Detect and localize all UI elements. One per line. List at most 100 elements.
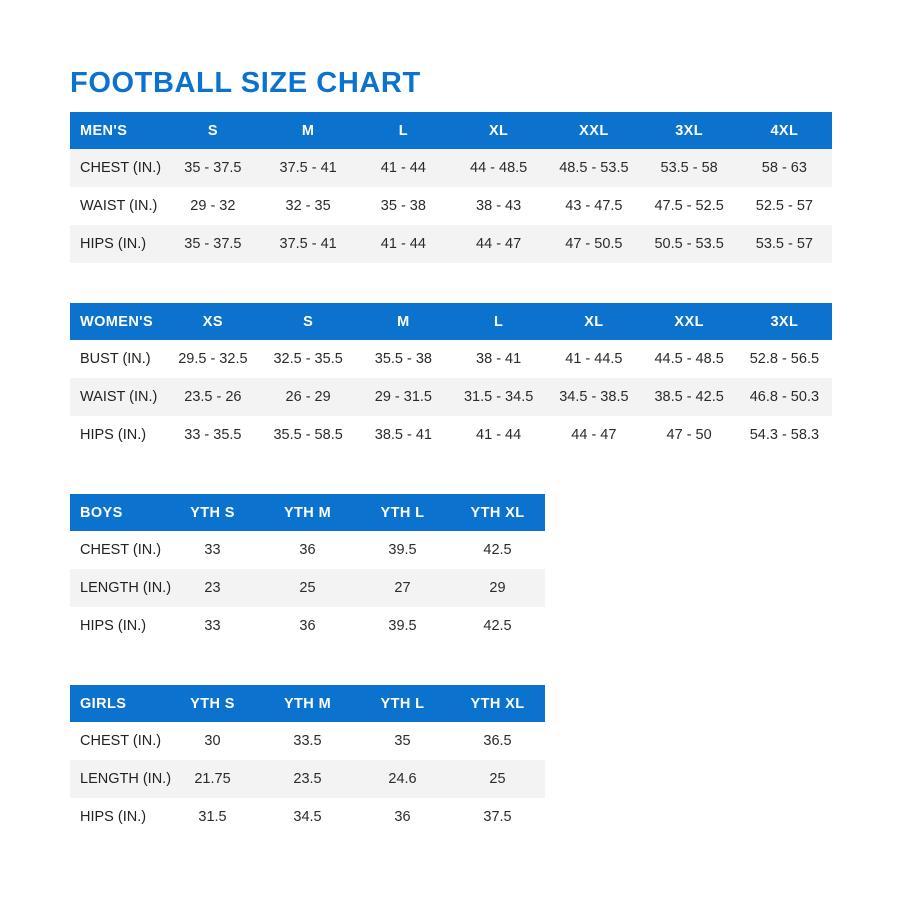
- row-label: HIPS (IN.): [70, 798, 165, 836]
- measurement-cell: 35.5 - 58.5: [260, 416, 356, 454]
- measurement-cell: 53.5 - 58: [641, 149, 737, 187]
- table-row: LENGTH (IN.) 21.75 23.5 24.6 25: [70, 760, 545, 798]
- measurement-cell: 38 - 43: [451, 187, 547, 225]
- table-row: WAIST (IN.) 29 - 32 32 - 35 35 - 38 38 - 43 4…: [70, 187, 832, 225]
- page-title: FOOTBALL SIZE CHART: [70, 67, 421, 100]
- table-row: HIPS (IN.) 35 - 37.5 37.5 - 41 41 - 44 44 - …: [70, 225, 832, 263]
- table-header-row: MEN'S S M L XL XXL 3XL 4XL: [70, 112, 832, 149]
- table-row: BUST (IN.) 29.5 - 32.5 32.5 - 35.5 35.5 - 3…: [70, 340, 832, 378]
- measurement-cell: 43 - 47.5: [546, 187, 642, 225]
- row-label: HIPS (IN.): [70, 416, 166, 454]
- column-header-yth-s: YTH S: [165, 494, 260, 531]
- row-label: WAIST (IN.): [70, 187, 166, 225]
- column-header-m: M: [355, 303, 451, 340]
- measurement-cell: 29.5 - 32.5: [165, 340, 261, 378]
- row-label: CHEST (IN.): [70, 149, 166, 187]
- table-row: HIPS (IN.) 33 - 35.5 35.5 - 58.5 38.5 - 41 4…: [70, 416, 832, 454]
- measurement-cell: 35: [355, 722, 450, 760]
- table-row: CHEST (IN.) 30 33.5 35 36.5: [70, 722, 545, 760]
- column-header-xxl: XXL: [546, 112, 642, 149]
- measurement-cell: 31.5 - 34.5: [451, 378, 547, 416]
- table-header-row: GIRLS YTH S YTH M YTH L YTH XL: [70, 685, 545, 722]
- measurement-cell: 27: [355, 569, 450, 607]
- measurement-cell: 36.5: [450, 722, 545, 760]
- table-header-row: WOMEN'S XS S M L XL XXL 3XL: [70, 303, 832, 340]
- measurement-cell: 53.5 - 57: [736, 225, 832, 263]
- row-label-text: HIPS (IN.): [80, 236, 147, 253]
- measurement-cell: 46.8 - 50.3: [736, 378, 832, 416]
- size-table-womens: WOMEN'S XS S M L XL XXL 3XL BUST (IN.) 29.5 - 32.…: [70, 303, 832, 454]
- table-title-boys: BOYS: [70, 494, 165, 531]
- table-row: CHEST (IN.) 35 - 37.5 37.5 - 41 41 - 44 44 -…: [70, 149, 832, 187]
- measurement-cell: 29 - 32: [165, 187, 261, 225]
- measurement-cell: 38.5 - 42.5: [641, 378, 737, 416]
- row-label: CHEST (IN.): [70, 722, 165, 760]
- table-row: WAIST (IN.) 23.5 - 26 26 - 29 29 - 31.5 31.5…: [70, 378, 832, 416]
- size-table-mens: MEN'S S M L XL XXL 3XL 4XL CHEST (IN.) 35 - 37.5 3…: [70, 112, 832, 263]
- row-label: CHEST (IN.): [70, 531, 165, 569]
- column-header-yth-l: YTH L: [355, 685, 450, 722]
- measurement-cell: 39.5: [355, 531, 450, 569]
- column-header-yth-s: YTH S: [165, 685, 260, 722]
- measurement-cell: 47.5 - 52.5: [641, 187, 737, 225]
- measurement-cell: 32 - 35: [260, 187, 356, 225]
- table-title-girls: GIRLS: [70, 685, 165, 722]
- column-header-4xl: 4XL: [736, 112, 832, 149]
- measurement-cell: 37.5 - 41: [260, 225, 356, 263]
- measurement-cell: 36: [355, 798, 450, 836]
- measurement-cell: 41 - 44: [355, 149, 451, 187]
- measurement-cell: 41 - 44.5: [546, 340, 642, 378]
- column-header-yth-xl: YTH XL: [450, 494, 545, 531]
- measurement-cell: 30: [165, 722, 260, 760]
- measurement-cell: 54.3 - 58.3: [736, 416, 832, 454]
- measurement-cell: 42.5: [450, 607, 545, 645]
- measurement-cell: 42.5: [450, 531, 545, 569]
- row-label: WAIST (IN.): [70, 378, 166, 416]
- measurement-cell: 38 - 41: [451, 340, 547, 378]
- table-row: LENGTH (IN.) 23 25 27 29: [70, 569, 545, 607]
- measurement-cell: 24.6: [355, 760, 450, 798]
- measurement-cell: 33.5: [260, 722, 355, 760]
- measurement-cell: 44.5 - 48.5: [641, 340, 737, 378]
- measurement-cell: 58 - 63: [736, 149, 832, 187]
- measurement-cell: 38.5 - 41: [355, 416, 451, 454]
- measurement-cell: 44 - 47: [546, 416, 642, 454]
- measurement-cell: 23.5: [260, 760, 355, 798]
- measurement-cell: 26 - 29: [260, 378, 356, 416]
- measurement-cell: 33: [165, 607, 260, 645]
- measurement-cell: 23: [165, 569, 260, 607]
- row-label-text: CHEST (IN.): [80, 733, 162, 750]
- measurement-cell: 35.5 - 38: [355, 340, 451, 378]
- measurement-cell: 29: [450, 569, 545, 607]
- measurement-cell: 33 - 35.5: [165, 416, 261, 454]
- measurement-cell: 32.5 - 35.5: [260, 340, 356, 378]
- measurement-cell: 52.5 - 57: [736, 187, 832, 225]
- size-table-boys: BOYS YTH S YTH M YTH L YTH XL CHEST (IN.) 33 36…: [70, 494, 545, 645]
- measurement-cell: 23.5 - 26: [165, 378, 261, 416]
- table-header-row: BOYS YTH S YTH M YTH L YTH XL: [70, 494, 545, 531]
- measurement-cell: 25: [450, 760, 545, 798]
- measurement-cell: 39.5: [355, 607, 450, 645]
- row-label-text: WAIST (IN.): [80, 198, 158, 215]
- column-header-s: S: [165, 112, 261, 149]
- table-title-mens: MEN'S: [70, 112, 166, 149]
- measurement-cell: 34.5: [260, 798, 355, 836]
- column-header-yth-m: YTH M: [260, 494, 355, 531]
- row-label-text: LENGTH (IN.): [80, 771, 172, 788]
- size-tables-container: MEN'S S M L XL XXL 3XL 4XL CHEST (IN.) 35 - 37.5 3…: [70, 112, 832, 876]
- measurement-cell: 36: [260, 607, 355, 645]
- row-label: LENGTH (IN.): [70, 569, 171, 607]
- table-title-womens: WOMEN'S: [70, 303, 166, 340]
- row-label-text: BUST (IN.): [80, 351, 151, 368]
- table-row: CHEST (IN.) 33 36 39.5 42.5: [70, 531, 545, 569]
- measurement-cell: 34.5 - 38.5: [546, 378, 642, 416]
- measurement-cell: 44 - 47: [451, 225, 547, 263]
- column-header-yth-m: YTH M: [260, 685, 355, 722]
- measurement-cell: 21.75: [165, 760, 260, 798]
- measurement-cell: 44 - 48.5: [451, 149, 547, 187]
- column-header-xl: XL: [546, 303, 642, 340]
- row-label: LENGTH (IN.): [70, 760, 171, 798]
- measurement-cell: 37.5 - 41: [260, 149, 356, 187]
- measurement-cell: 41 - 44: [451, 416, 547, 454]
